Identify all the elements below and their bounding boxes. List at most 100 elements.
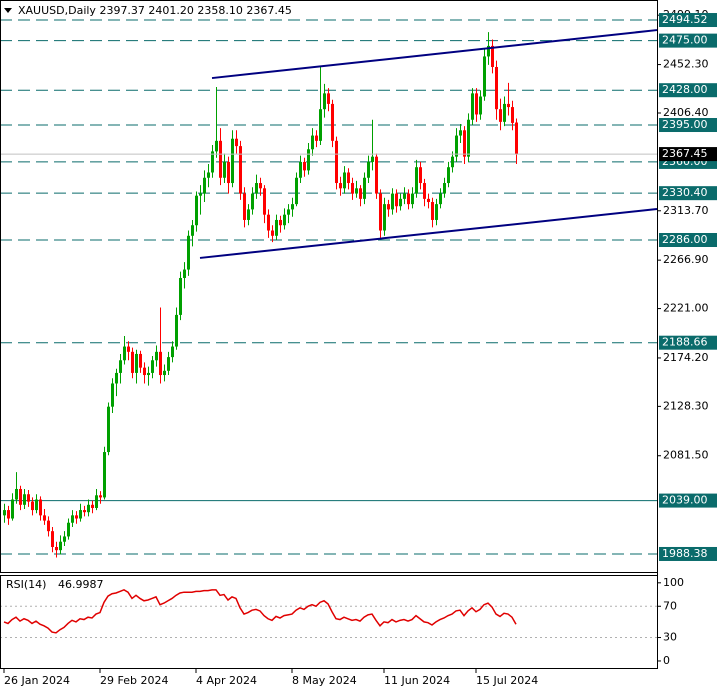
y-tick-label: 2174.20: [663, 351, 709, 364]
candle-body: [95, 495, 98, 508]
candle-body: [259, 183, 262, 189]
x-tick-label: 8 May 2024: [292, 674, 357, 687]
candle-body: [431, 202, 434, 220]
candle-body: [423, 183, 426, 199]
candle-body: [27, 494, 30, 502]
candle-body: [51, 531, 54, 547]
candle-body: [31, 501, 34, 511]
candle-body: [343, 172, 346, 189]
candle-body: [19, 488, 22, 505]
level-label-box: [659, 118, 717, 133]
candle-body: [167, 357, 170, 371]
candle-body: [79, 510, 82, 519]
candle-body: [511, 107, 514, 123]
candle-body: [227, 161, 230, 184]
candle-body: [75, 515, 78, 519]
candle-body: [71, 515, 74, 523]
level-label: 2428.00: [662, 83, 708, 96]
level-label-box: [659, 33, 717, 48]
axes: 2499.102452.302406.402313.702266.902221.…: [3, 0, 717, 687]
price-panel: [0, 19, 658, 558]
candle-body: [283, 214, 286, 226]
candle-body: [415, 167, 418, 194]
candle-body: [119, 360, 122, 373]
rsi-tick-label: 0: [663, 654, 670, 667]
candle-body: [463, 130, 466, 157]
candle-body: [443, 183, 446, 194]
candle-body: [379, 193, 382, 231]
candle-body: [311, 135, 314, 150]
candle-body: [507, 103, 510, 108]
candle-body: [23, 494, 26, 505]
candle-body: [115, 372, 118, 384]
candle-body: [219, 140, 222, 178]
candle-body: [395, 193, 398, 207]
candle-body: [427, 198, 430, 203]
y-tick-label: 2128.30: [663, 399, 709, 412]
candle-body: [195, 195, 198, 226]
trendline: [211, 29, 658, 80]
candle-body: [287, 209, 290, 215]
x-tick-label: 26 Jan 2024: [4, 674, 70, 687]
candle-body: [43, 515, 46, 521]
candle-body: [39, 499, 42, 516]
candle-body: [371, 156, 374, 162]
candle-body: [151, 360, 154, 373]
candle-body: [207, 172, 210, 178]
candle-body: [363, 177, 366, 199]
candle-body: [503, 103, 506, 122]
candle-body: [475, 93, 478, 115]
level-label: 2395.00: [662, 118, 708, 131]
candle-body: [407, 193, 410, 205]
candle-body: [139, 353, 142, 368]
candle-body: [403, 193, 406, 199]
candle-body: [515, 122, 518, 155]
candle-body: [199, 193, 202, 196]
candle-body: [231, 138, 234, 184]
candle-body: [399, 198, 402, 207]
candle-body: [175, 314, 178, 347]
candle-body: [63, 536, 66, 542]
candle-body: [339, 183, 342, 189]
chart-title: XAUUSD,Daily 2397.37 2401.20 2358.10 236…: [18, 4, 292, 17]
candle-body: [471, 93, 474, 120]
candle-body: [83, 510, 86, 513]
candle-body: [279, 219, 282, 226]
current-price-label: 2367.45: [662, 147, 708, 160]
candle-body: [483, 56, 486, 97]
candle-body: [303, 161, 306, 171]
candle-body: [439, 193, 442, 205]
candle-body: [299, 161, 302, 178]
candle-body: [291, 204, 294, 210]
candle-body: [459, 130, 462, 136]
candle-body: [255, 183, 258, 194]
candle-body: [327, 93, 330, 104]
y-tick-label: 2406.40: [663, 106, 709, 119]
price-frame: [0, 0, 658, 573]
candle-body: [247, 209, 250, 220]
x-tick-label: 29 Feb 2024: [100, 674, 168, 687]
rsi-tick-label: 100: [663, 576, 684, 589]
current-price-box: [659, 147, 717, 162]
level-label: 2039.00: [662, 494, 708, 507]
candle-body: [319, 109, 322, 141]
candle-body: [91, 504, 94, 508]
candle-body: [15, 488, 18, 500]
candle-body: [495, 66, 498, 110]
candle-body: [159, 351, 162, 376]
candle-body: [47, 520, 50, 532]
candle-body: [359, 188, 362, 199]
candle-body: [295, 177, 298, 205]
candle-body: [335, 140, 338, 184]
candle-body: [435, 204, 438, 220]
level-label: 2286.00: [662, 233, 708, 246]
candle-body: [383, 204, 386, 231]
candle-body: [7, 510, 10, 519]
rsi-tick-label: 30: [663, 631, 677, 644]
candle-body: [239, 146, 242, 194]
candle-body: [307, 149, 310, 171]
x-tick-label: 4 Apr 2024: [196, 674, 257, 687]
candle-body: [67, 522, 70, 537]
